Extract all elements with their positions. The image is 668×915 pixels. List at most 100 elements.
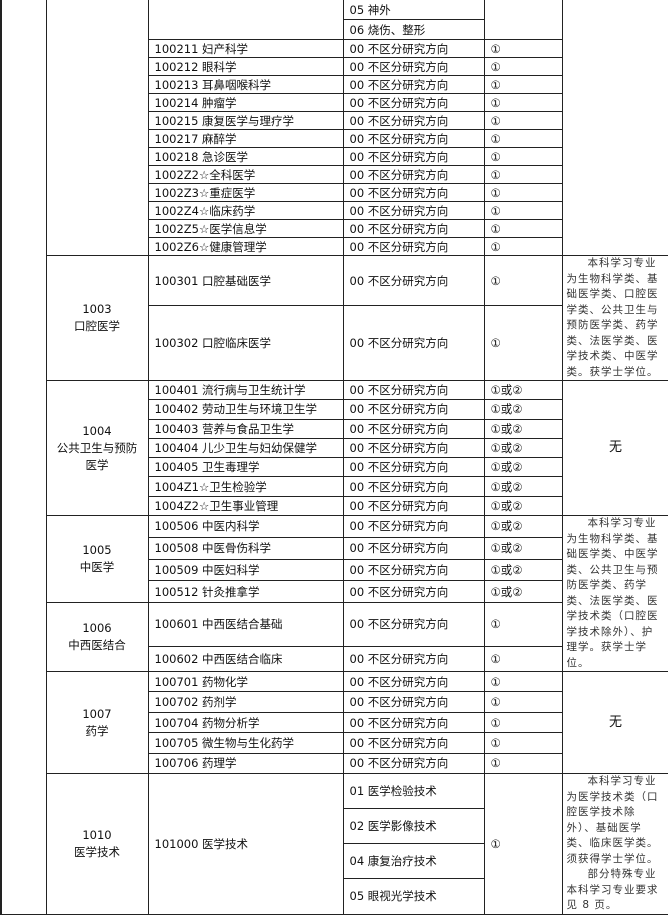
research-direction: 00 不区分研究方向 (342, 399, 485, 420)
table-row: 100213 耳鼻咽喉科学 00 不区分研究方向 ① (1, 75, 668, 94)
major-name: 100214 肿瘤学 (147, 93, 344, 112)
table-row: 1002Z2☆全科医学 00 不区分研究方向 ① (1, 165, 668, 184)
exam-type: ① (483, 129, 563, 148)
exam-type: ①或② (483, 476, 563, 497)
major-name: 100218 急诊医学 (147, 147, 344, 166)
remarks-cell (561, 0, 668, 256)
research-direction: 00 不区分研究方向 (342, 711, 485, 734)
remarks-cell: 本科学习专业为医学技术类（口腔医学技术除外）、基础医学类、临床医学类。须获得学士… (561, 773, 668, 915)
research-direction: 00 不区分研究方向 (342, 671, 485, 693)
research-direction: 00 不区分研究方向 (342, 39, 485, 58)
remarks-text: 本科学习专业为医学技术类（口腔医学技术除外）、基础医学类、临床医学类。须获得学士… (566, 775, 659, 865)
research-direction: 00 不区分研究方向 (342, 201, 485, 220)
research-direction: 00 不区分研究方向 (342, 305, 485, 381)
discipline-cell (45, 0, 149, 256)
table-row: 1003 口腔医学 100301 口腔基础医学 00 不区分研究方向 ① 本科学习专业为生… (1, 254, 668, 381)
exam-type: ① (483, 645, 563, 673)
table-row: 1004Z2☆卫生事业管理 00 不区分研究方向 ①或② (1, 495, 668, 517)
research-direction: 00 不区分研究方向 (342, 732, 485, 754)
remarks-cell: 本科学习专业为生物科学类、基础医学类、口腔医学类、公共卫生与预防医学类、药学类、… (561, 255, 668, 381)
exam-type: ①或② (483, 515, 563, 538)
exam-type (483, 0, 563, 40)
major-name: 100508 中医骨伤科学 (147, 536, 344, 560)
research-direction: 00 不区分研究方向 (342, 93, 485, 112)
major-name: 100403 营养与食品卫生学 (147, 418, 344, 439)
remarks-text: 部分特殊专业本科学习专业要求见 8 页。 (566, 868, 659, 912)
table-row: 100405 卫生毒理学 00 不区分研究方向 ①或② (1, 457, 668, 478)
discipline-code: 1003 (82, 302, 112, 316)
discipline-name: 口腔医学 (74, 319, 120, 333)
major-name: 100217 麻醉学 (147, 129, 344, 148)
discipline-name: 中西医结合 (68, 638, 126, 653)
research-direction: 00 不区分研究方向 (342, 237, 485, 256)
category-cell (0, 0, 47, 915)
discipline-cell: 1004 公共卫生与预防医学 (45, 379, 149, 517)
major-name: 101000 医学技术 (147, 773, 344, 915)
research-direction: 01 医学检验技术 (342, 773, 485, 810)
discipline-cell: 1005 中医学 (45, 515, 149, 604)
major-name: 100404 儿少卫生与妇幼保健学 (147, 437, 344, 459)
exam-type: ①或② (483, 457, 563, 478)
research-direction: 06 烧伤、整形 (342, 19, 485, 40)
discipline-name: 药学 (85, 723, 109, 738)
research-direction: 00 不区分研究方向 (342, 183, 485, 202)
major-name: 100401 流行病与卫生统计学 (147, 379, 344, 401)
exam-type: ① (483, 75, 563, 94)
exam-type: ① (483, 602, 563, 647)
discipline-code: 1005 (82, 543, 112, 558)
discipline-name: 中医学 (79, 560, 115, 575)
table-row: 100404 儿少卫生与妇幼保健学 00 不区分研究方向 ①或② (1, 437, 668, 459)
research-direction: 00 不区分研究方向 (342, 129, 485, 148)
research-direction: 00 不区分研究方向 (342, 602, 485, 647)
research-direction: 00 不区分研究方向 (342, 752, 485, 775)
major-name: 100301 口腔基础医学 (147, 254, 344, 307)
major-name: 100602 中西医结合临床 (147, 645, 344, 673)
remarks-text: 无 (608, 440, 622, 456)
major-name: 1002Z6☆健康管理学 (147, 237, 344, 256)
table-row: 1004Z1☆卫生检验学 00 不区分研究方向 ①或② (1, 476, 668, 497)
table-row: 100705 微生物与生化药学 00 不区分研究方向 ① (1, 732, 668, 754)
major-name: 100601 中西医结合基础 (147, 602, 344, 647)
exam-type: ① (483, 671, 563, 693)
major-name: 100706 药理学 (147, 752, 344, 775)
discipline-cell: 1006 中西医结合 (45, 602, 149, 673)
discipline-code: 1004 (82, 423, 112, 438)
exam-type: ① (483, 201, 563, 220)
table-row: 100302 口腔临床医学 00 不区分研究方向 ① (1, 305, 668, 381)
table-row: 100512 针灸推拿学 00 不区分研究方向 ①或② (1, 580, 668, 604)
major-name: 1004Z2☆卫生事业管理 (147, 495, 344, 517)
exam-type: ① (483, 237, 563, 256)
major-name: 100212 眼科学 (147, 57, 344, 76)
research-direction: 00 不区分研究方向 (342, 165, 485, 184)
major-name: 1002Z2☆全科医学 (147, 165, 344, 184)
exam-type: ① (483, 691, 563, 713)
exam-type: ① (483, 305, 563, 381)
remarks-text: 无 (608, 714, 622, 730)
major-name: 100702 药剂学 (147, 691, 344, 713)
exam-type: ① (483, 732, 563, 754)
table-row: 100214 肿瘤学 00 不区分研究方向 ① (1, 93, 668, 112)
major-name (147, 0, 344, 40)
exam-type: ①或② (483, 536, 563, 560)
major-name: 100302 口腔临床医学 (147, 305, 344, 381)
major-name: 100213 耳鼻咽喉科学 (147, 75, 344, 94)
exam-type: ①或② (483, 558, 563, 582)
discipline-name: 医学技术 (74, 844, 120, 859)
remarks-cell: 无 (561, 671, 668, 775)
table-row: 100508 中医骨伤科学 00 不区分研究方向 ①或② (1, 536, 668, 560)
discipline-cell: 1007 药学 (45, 671, 149, 775)
research-direction: 00 不区分研究方向 (342, 418, 485, 439)
research-direction: 00 不区分研究方向 (342, 111, 485, 130)
exam-type: ①或② (483, 580, 563, 604)
exam-type: ① (483, 752, 563, 775)
table-row: 100704 药物分析学 00 不区分研究方向 ① (1, 711, 668, 734)
research-direction: 00 不区分研究方向 (342, 379, 485, 401)
exam-type: ① (483, 93, 563, 112)
research-direction: 00 不区分研究方向 (342, 515, 485, 538)
research-direction: 00 不区分研究方向 (342, 57, 485, 76)
discipline-code: 1007 (82, 706, 112, 721)
exam-type: ① (483, 183, 563, 202)
research-direction: 04 康复治疗技术 (342, 843, 485, 880)
discipline-code: 1010 (82, 827, 112, 842)
